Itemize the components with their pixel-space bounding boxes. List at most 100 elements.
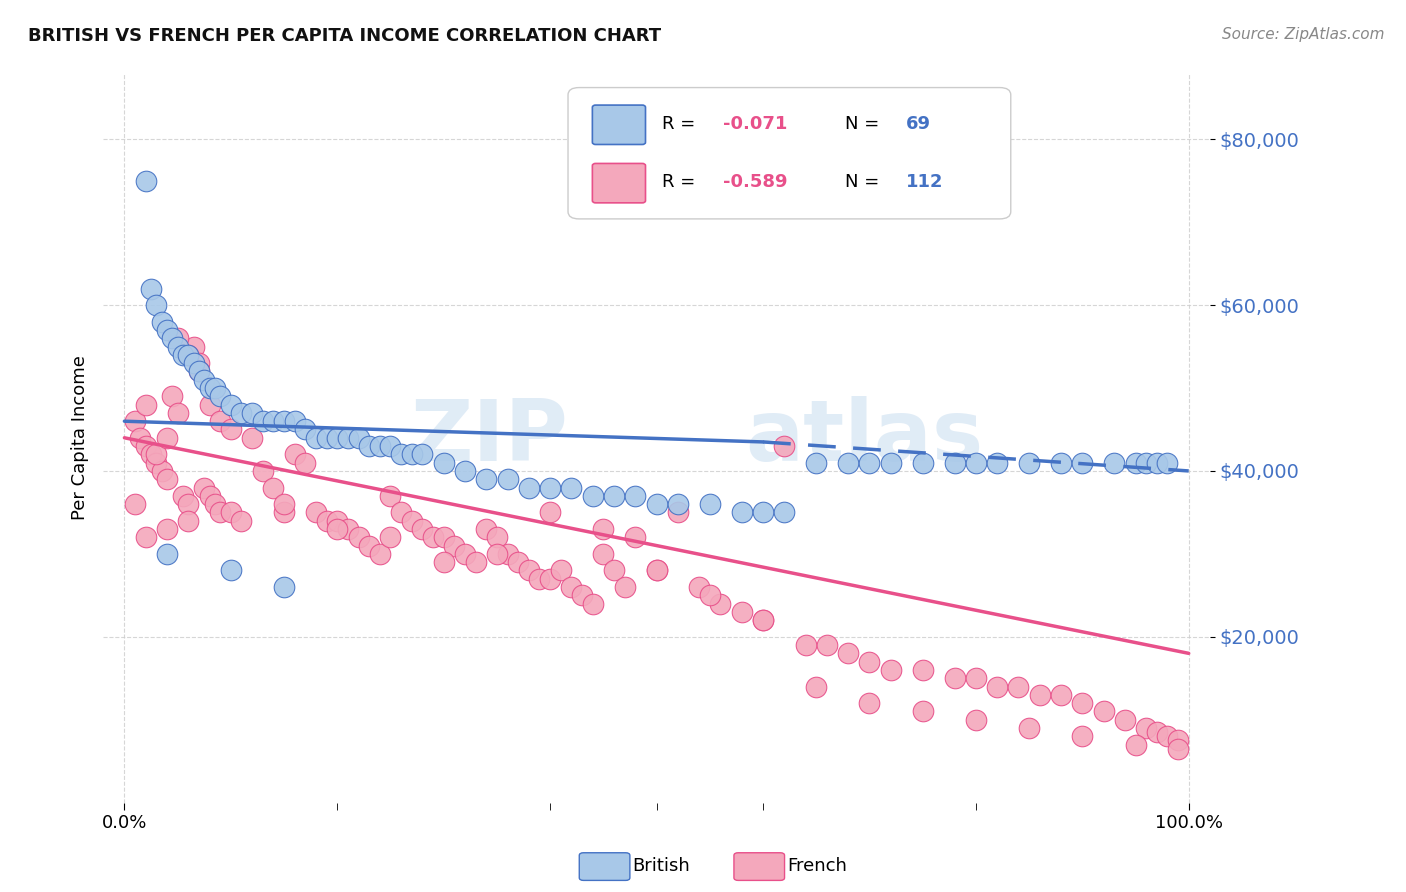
Point xyxy=(273,414,295,428)
Point xyxy=(166,331,188,345)
Point xyxy=(315,514,337,528)
Point xyxy=(219,505,242,519)
Point xyxy=(773,505,796,519)
Point xyxy=(806,456,828,470)
Point xyxy=(496,472,519,486)
Point xyxy=(305,431,328,445)
Point xyxy=(204,497,226,511)
Text: atlas: atlas xyxy=(745,396,983,479)
Point xyxy=(815,638,838,652)
Point xyxy=(193,373,215,387)
Text: R =: R = xyxy=(662,115,702,133)
Point xyxy=(880,663,903,677)
Point xyxy=(209,505,232,519)
Point xyxy=(156,547,179,561)
Point xyxy=(411,522,433,536)
Point xyxy=(613,580,636,594)
Point xyxy=(347,530,370,544)
Point xyxy=(1146,456,1168,470)
Point xyxy=(1018,456,1040,470)
Point xyxy=(485,530,508,544)
Point xyxy=(294,422,316,436)
Point xyxy=(475,522,498,536)
Point xyxy=(582,597,605,611)
Point xyxy=(645,564,668,578)
Point xyxy=(517,564,540,578)
Point xyxy=(1114,713,1136,727)
Point xyxy=(454,464,477,478)
Point xyxy=(401,447,423,461)
Point xyxy=(326,514,349,528)
Point xyxy=(1071,456,1094,470)
Text: 69: 69 xyxy=(905,115,931,133)
Point xyxy=(571,588,593,602)
Point xyxy=(1007,680,1029,694)
Point xyxy=(603,564,626,578)
Point xyxy=(1167,741,1189,756)
Point xyxy=(443,539,465,553)
Point xyxy=(965,713,987,727)
Point xyxy=(1018,721,1040,735)
Point xyxy=(139,447,162,461)
Text: -0.071: -0.071 xyxy=(723,115,787,133)
Point xyxy=(1071,729,1094,743)
Point xyxy=(284,447,307,461)
Point xyxy=(368,439,391,453)
Point xyxy=(209,414,232,428)
Point xyxy=(986,680,1008,694)
Point xyxy=(204,381,226,395)
Point xyxy=(752,613,775,627)
Point xyxy=(837,456,859,470)
Point xyxy=(433,530,456,544)
Point xyxy=(411,447,433,461)
Point xyxy=(464,555,486,569)
Point xyxy=(219,564,242,578)
Point xyxy=(454,547,477,561)
Point xyxy=(550,564,572,578)
Point xyxy=(1050,688,1073,702)
Point xyxy=(965,456,987,470)
Text: ZIP: ZIP xyxy=(411,396,568,479)
Point xyxy=(911,663,934,677)
Point xyxy=(1125,738,1147,752)
Point xyxy=(1135,721,1157,735)
Point xyxy=(688,580,710,594)
Point xyxy=(380,489,402,503)
Point xyxy=(219,398,242,412)
Point xyxy=(943,456,966,470)
Point xyxy=(252,414,274,428)
Point xyxy=(422,530,444,544)
Point xyxy=(880,456,903,470)
Point xyxy=(858,655,880,669)
Point xyxy=(284,414,307,428)
Point xyxy=(485,547,508,561)
Point xyxy=(326,431,349,445)
Point xyxy=(582,489,605,503)
Y-axis label: Per Capita Income: Per Capita Income xyxy=(72,355,89,520)
Point xyxy=(273,580,295,594)
Point xyxy=(124,414,146,428)
Point xyxy=(177,348,200,362)
Point xyxy=(177,348,200,362)
Point xyxy=(538,505,561,519)
Point xyxy=(433,555,456,569)
FancyBboxPatch shape xyxy=(592,163,645,202)
Point xyxy=(336,431,359,445)
Point xyxy=(517,481,540,495)
Point xyxy=(645,564,668,578)
Point xyxy=(538,481,561,495)
Point xyxy=(135,530,157,544)
Point xyxy=(401,514,423,528)
Text: N =: N = xyxy=(845,115,884,133)
Point xyxy=(262,481,284,495)
FancyBboxPatch shape xyxy=(592,105,645,145)
Point xyxy=(496,547,519,561)
Point xyxy=(166,406,188,420)
Point xyxy=(156,472,179,486)
Point xyxy=(150,315,173,329)
Point xyxy=(752,505,775,519)
Point xyxy=(145,447,167,461)
Point xyxy=(198,381,221,395)
Point xyxy=(139,281,162,295)
Point xyxy=(177,514,200,528)
